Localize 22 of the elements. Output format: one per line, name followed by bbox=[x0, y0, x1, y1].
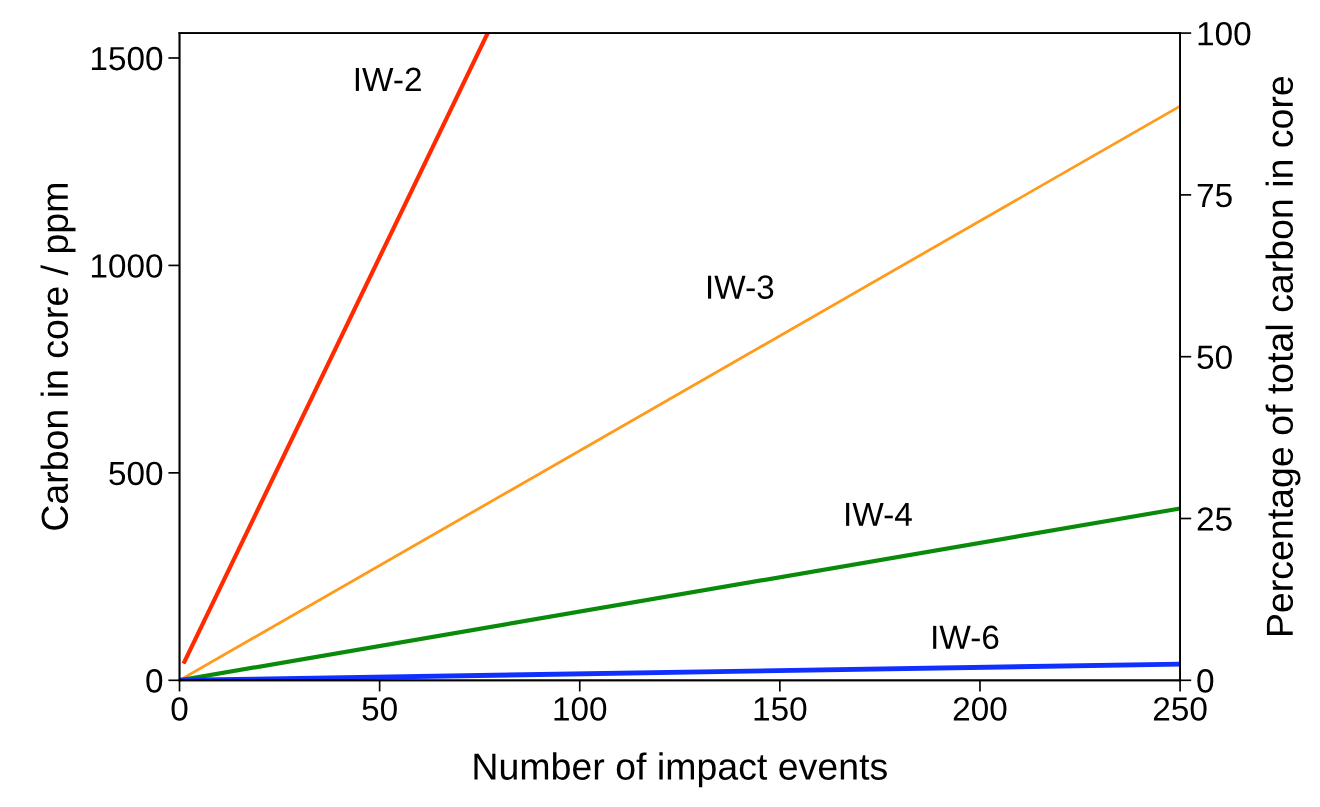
y-tick-label: 1000 bbox=[91, 254, 163, 278]
y2-tick-label: 25 bbox=[1197, 507, 1232, 531]
x-tick-label: 100 bbox=[554, 697, 607, 721]
x-axis-title: Number of impact events bbox=[474, 752, 887, 788]
series-label: IW-2 bbox=[355, 67, 421, 91]
y2-axis-title: Percentage of total carbon in core bbox=[1265, 76, 1301, 636]
x-tick-label: 0 bbox=[171, 697, 188, 721]
x-tick-label: 250 bbox=[1153, 697, 1207, 721]
x-tick-label: 50 bbox=[362, 697, 397, 721]
y-tick-label: 0 bbox=[146, 669, 163, 693]
y2-tick-label: 0 bbox=[1197, 669, 1214, 693]
x-tick-label: 200 bbox=[953, 697, 1007, 721]
series-label: IW-4 bbox=[846, 502, 912, 526]
series-label: IW-3 bbox=[708, 275, 774, 299]
y2-tick-label: 100 bbox=[1198, 21, 1251, 46]
x-tick-label: 150 bbox=[754, 697, 807, 721]
y2-tick-label: 50 bbox=[1197, 345, 1232, 370]
y-tick-label: 1500 bbox=[91, 46, 163, 71]
y-axis-title: Carbon in core / ppm bbox=[40, 184, 76, 530]
series-label: IW-6 bbox=[933, 625, 999, 650]
y-tick-label: 500 bbox=[109, 461, 163, 486]
y2-tick-label: 75 bbox=[1197, 184, 1232, 208]
